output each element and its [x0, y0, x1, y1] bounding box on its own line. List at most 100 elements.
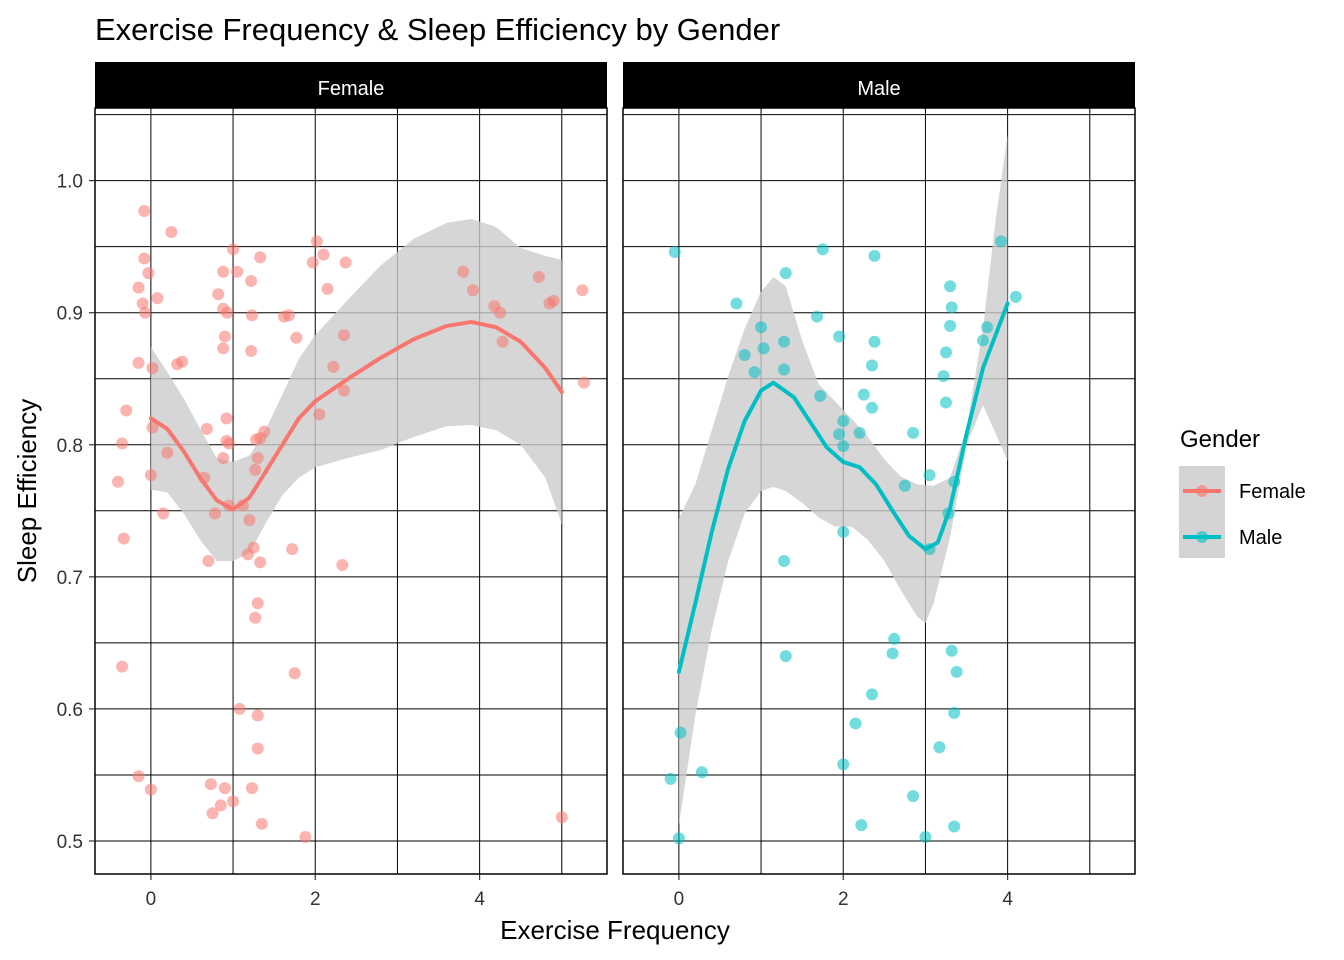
data-point — [757, 342, 770, 355]
y-tick-label: 1.0 — [57, 172, 83, 193]
data-point — [577, 376, 590, 389]
data-point — [243, 514, 256, 527]
data-point — [245, 782, 258, 795]
data-point — [950, 665, 963, 678]
x-tick-label: 0 — [674, 889, 685, 910]
data-point — [948, 706, 961, 719]
data-point — [116, 660, 129, 673]
data-point — [853, 426, 866, 439]
facet-strip-label: Female — [318, 78, 385, 100]
data-point — [338, 384, 351, 397]
data-point — [231, 265, 244, 278]
data-point — [249, 463, 262, 476]
data-point — [217, 342, 230, 355]
data-points — [112, 205, 590, 844]
data-point — [857, 388, 870, 401]
data-point — [837, 525, 850, 538]
data-point — [945, 644, 958, 657]
data-point — [112, 475, 125, 488]
data-point — [672, 832, 685, 845]
data-point — [146, 421, 159, 434]
smooth-line — [148, 319, 564, 512]
data-point — [161, 446, 174, 459]
x-tick-label: 4 — [474, 889, 485, 910]
data-point — [467, 284, 480, 297]
data-point — [255, 817, 268, 830]
data-point — [310, 235, 323, 248]
data-point — [778, 335, 791, 348]
data-point — [779, 650, 792, 663]
data-point — [939, 396, 952, 409]
y-tick-label: 0.6 — [57, 700, 83, 721]
data-point — [299, 831, 312, 844]
data-point — [886, 647, 899, 660]
data-point — [888, 632, 901, 645]
data-point — [151, 292, 164, 305]
data-point — [245, 309, 258, 322]
data-point — [200, 422, 213, 435]
data-point — [907, 790, 920, 803]
data-point — [138, 252, 151, 265]
facet-panel-female: Female 0 2 4 0.5 0.6 0.7 0.8 0.9 1.0 — [57, 62, 608, 910]
data-point — [907, 426, 920, 439]
data-point — [833, 330, 846, 343]
data-point — [251, 597, 264, 610]
data-point — [250, 433, 263, 446]
data-point — [290, 331, 303, 344]
data-point — [146, 362, 159, 375]
data-point — [214, 799, 227, 812]
data-point — [317, 248, 330, 261]
data-point — [313, 408, 326, 421]
data-point — [245, 275, 258, 288]
data-point — [779, 267, 792, 280]
data-point — [576, 284, 589, 297]
data-point — [496, 335, 509, 348]
data-point — [144, 783, 157, 796]
y-axis-label: Sleep Efficiency — [12, 399, 42, 584]
data-point — [995, 235, 1008, 248]
data-point — [898, 479, 911, 492]
data-point — [933, 741, 946, 754]
data-point — [457, 265, 470, 278]
confidence-ribbon — [678, 134, 1008, 826]
data-point — [923, 469, 936, 482]
data-point — [208, 507, 221, 520]
data-points — [664, 235, 1022, 845]
data-point — [810, 310, 823, 323]
legend: Gender Female Male — [1179, 426, 1306, 558]
data-point — [251, 742, 264, 755]
data-point — [868, 335, 881, 348]
data-point — [837, 415, 850, 428]
data-point — [117, 532, 130, 545]
data-point — [165, 226, 178, 239]
data-point — [254, 556, 267, 569]
facet-strip — [623, 62, 1135, 108]
x-axis-label: Exercise Frequency — [500, 915, 730, 945]
data-point — [837, 440, 850, 453]
data-point — [251, 709, 264, 722]
data-point — [321, 282, 334, 295]
x-tick-label: 0 — [146, 889, 157, 910]
data-point — [755, 321, 768, 334]
legend-entry-label: Female — [1239, 481, 1306, 503]
facet-strip-label: Male — [857, 78, 900, 100]
data-point — [245, 345, 258, 358]
data-point — [218, 330, 231, 343]
data-point — [730, 297, 743, 310]
data-point — [494, 306, 507, 319]
data-point — [748, 366, 761, 379]
legend-key-background — [1179, 466, 1225, 558]
data-point — [254, 251, 267, 264]
data-point — [919, 831, 932, 844]
data-point — [176, 355, 189, 368]
data-point — [555, 811, 568, 824]
data-point — [833, 428, 846, 441]
data-point — [251, 451, 264, 464]
data-point — [695, 766, 708, 779]
legend-key-point — [1196, 485, 1208, 497]
data-point — [849, 717, 862, 730]
data-point — [202, 554, 215, 567]
data-point — [668, 245, 681, 258]
panel-border — [622, 107, 1136, 875]
data-point — [866, 359, 879, 372]
